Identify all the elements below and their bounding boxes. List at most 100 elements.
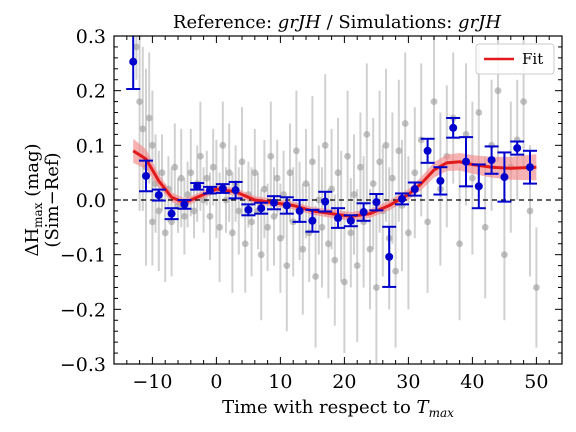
individual-point	[251, 169, 259, 177]
individual-point	[341, 278, 348, 286]
binned-point	[142, 171, 150, 180]
individual-point	[334, 169, 342, 177]
binned-point	[359, 208, 368, 217]
binned-point	[129, 57, 138, 66]
individual-point	[171, 163, 179, 171]
y-tick-label: 0.0	[76, 190, 106, 212]
individual-point	[277, 234, 284, 242]
individual-point	[267, 152, 275, 160]
x-tick-label: 40	[460, 371, 484, 393]
binned-point	[513, 144, 522, 153]
binned-point	[398, 194, 406, 203]
individual-point	[136, 98, 144, 105]
individual-point	[299, 245, 307, 253]
x-tick-label: 0	[210, 371, 222, 393]
individual-point	[187, 169, 195, 177]
binned-points-layer	[126, 36, 537, 288]
binned-point	[449, 123, 458, 132]
individual-point	[481, 223, 489, 231]
individual-point	[373, 284, 380, 291]
binned-point	[526, 163, 534, 172]
individual-point	[216, 223, 224, 231]
x-axis-label-sub: max	[429, 406, 455, 420]
individual-point	[149, 141, 156, 149]
individual-point	[357, 163, 364, 171]
binned-point	[206, 186, 214, 195]
x-axis-ticks: −10 0 10 20 30 40 50	[113, 36, 563, 393]
individual-point	[424, 218, 431, 226]
binned-point	[321, 197, 330, 206]
individual-point	[158, 169, 166, 177]
individual-point	[325, 240, 332, 248]
individual-point	[315, 196, 323, 204]
individual-point	[168, 218, 176, 226]
individual-point	[155, 207, 163, 215]
individual-point	[376, 158, 383, 166]
individual-point	[321, 141, 329, 149]
individual-point	[469, 174, 476, 182]
individual-point	[430, 98, 438, 105]
binned-point	[334, 214, 342, 223]
individual-point	[248, 218, 256, 226]
individual-point	[286, 169, 294, 177]
individual-point	[280, 191, 287, 198]
x-tick-label: 50	[524, 371, 548, 393]
binned-point	[257, 204, 266, 213]
individual-point	[533, 284, 540, 291]
individual-point	[177, 174, 185, 182]
y-axis-label-unit: (mag)	[22, 143, 43, 202]
individual-point	[344, 152, 351, 160]
binned-point	[372, 198, 381, 207]
individual-point	[184, 191, 192, 198]
individual-point	[366, 245, 374, 253]
binned-point	[244, 205, 253, 214]
individual-point	[293, 147, 300, 155]
individual-point	[363, 131, 371, 138]
legend: Fit	[475, 43, 555, 75]
individual-point	[133, 43, 140, 51]
binned-point	[193, 182, 202, 191]
x-tick-label: 10	[268, 371, 292, 393]
y-tick-label: −0.1	[60, 245, 106, 267]
y-tick-label: 0.2	[76, 81, 106, 103]
individual-point	[139, 125, 147, 133]
individual-point	[302, 180, 310, 188]
individual-point	[392, 267, 399, 275]
legend-box	[475, 43, 555, 75]
binned-point	[231, 186, 240, 195]
y-tick-label: −0.2	[60, 299, 106, 321]
individual-point	[462, 131, 470, 138]
individual-point	[270, 213, 278, 220]
binned-point	[346, 216, 355, 225]
binned-point	[462, 157, 470, 166]
individual-point	[353, 262, 361, 269]
x-axis-label-math: T	[417, 397, 431, 418]
chart-title: Reference: grJH / Simulations: grJH	[173, 12, 501, 33]
y-axis-label: ΔHmax (mag)	[22, 143, 45, 256]
y-tick-label: −0.3	[60, 354, 106, 376]
y-axis-label-sub: max	[31, 202, 45, 228]
binned-point	[500, 173, 509, 182]
individual-point	[456, 240, 463, 248]
x-axis-label-main: Time with respect to	[222, 397, 416, 418]
y-tick-label: 0.1	[76, 135, 106, 157]
individual-point	[203, 174, 211, 182]
y-axis-label-line2: (Sim−Ref)	[42, 152, 63, 247]
individual-point	[331, 256, 339, 264]
individual-point	[145, 114, 153, 122]
individual-point	[350, 191, 358, 198]
individual-point	[241, 240, 249, 248]
individual-point	[229, 229, 236, 237]
binned-point	[167, 209, 176, 218]
individual-point	[261, 185, 268, 193]
y-tick-label: 0.3	[76, 26, 106, 48]
individual-point	[328, 185, 335, 193]
binned-point	[436, 176, 445, 185]
chart-title-sim-bands: grJH	[458, 12, 501, 33]
individual-point	[494, 87, 502, 95]
binned-point	[410, 185, 419, 194]
individual-point	[369, 180, 377, 188]
individual-point	[149, 218, 156, 226]
individual-point	[283, 262, 291, 269]
